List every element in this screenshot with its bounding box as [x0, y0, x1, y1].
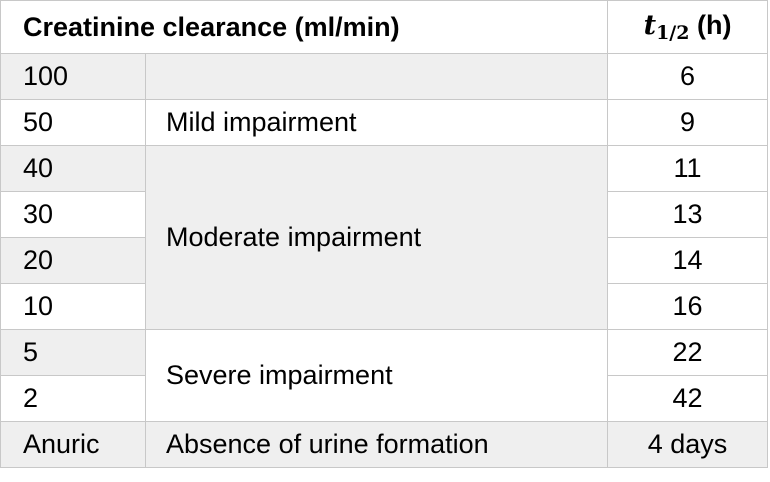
clearance-cell: 30: [0, 191, 146, 238]
clearance-cell: Anuric: [0, 421, 146, 468]
header-clearance: Creatinine clearance (ml/min): [0, 0, 609, 54]
clearance-cell: 50: [0, 99, 146, 146]
header-half-life: t1/2 (h): [607, 0, 769, 54]
half-life-unit: (h): [689, 10, 732, 40]
clearance-cell: 2: [0, 375, 146, 422]
half-life-cell: 14: [607, 237, 769, 284]
header-row: Creatinine clearance (ml/min) t1/2 (h): [0, 0, 769, 54]
half-life-subscript: 1/2: [656, 22, 690, 44]
clearance-cell: 40: [0, 145, 146, 192]
half-life-cell: 9: [607, 99, 769, 146]
table-row: 40 Moderate impairment 11: [0, 145, 769, 330]
category-cell-normal: [144, 53, 609, 100]
category-cell-mild: Mild impairment: [144, 99, 609, 146]
clearance-cell: 10: [0, 283, 146, 330]
creatinine-clearance-table: Creatinine clearance (ml/min) t1/2 (h) 1…: [0, 0, 769, 468]
half-life-cell: 42: [607, 375, 769, 422]
category-cell-anuric: Absence of urine formation: [144, 421, 609, 468]
table-row: 100 6: [0, 53, 769, 100]
half-life-cell: 22: [607, 329, 769, 376]
category-cell-moderate: Moderate impairment: [144, 145, 609, 330]
half-life-cell: 6: [607, 53, 769, 100]
half-life-cell: 4 days: [607, 421, 769, 468]
half-life-cell: 16: [607, 283, 769, 330]
category-cell-severe: Severe impairment: [144, 329, 609, 422]
clearance-cell: 20: [0, 237, 146, 284]
half-life-cell: 13: [607, 191, 769, 238]
table-row: 50 Mild impairment 9: [0, 99, 769, 146]
table-row: 5 Severe impairment 22: [0, 329, 769, 422]
table-row: Anuric Absence of urine formation 4 days: [0, 421, 769, 468]
half-life-symbol: t: [643, 10, 657, 41]
half-life-cell: 11: [607, 145, 769, 192]
table-row: 20 14: [0, 237, 769, 284]
clearance-cell: 100: [0, 53, 146, 100]
clearance-cell: 5: [0, 329, 146, 376]
